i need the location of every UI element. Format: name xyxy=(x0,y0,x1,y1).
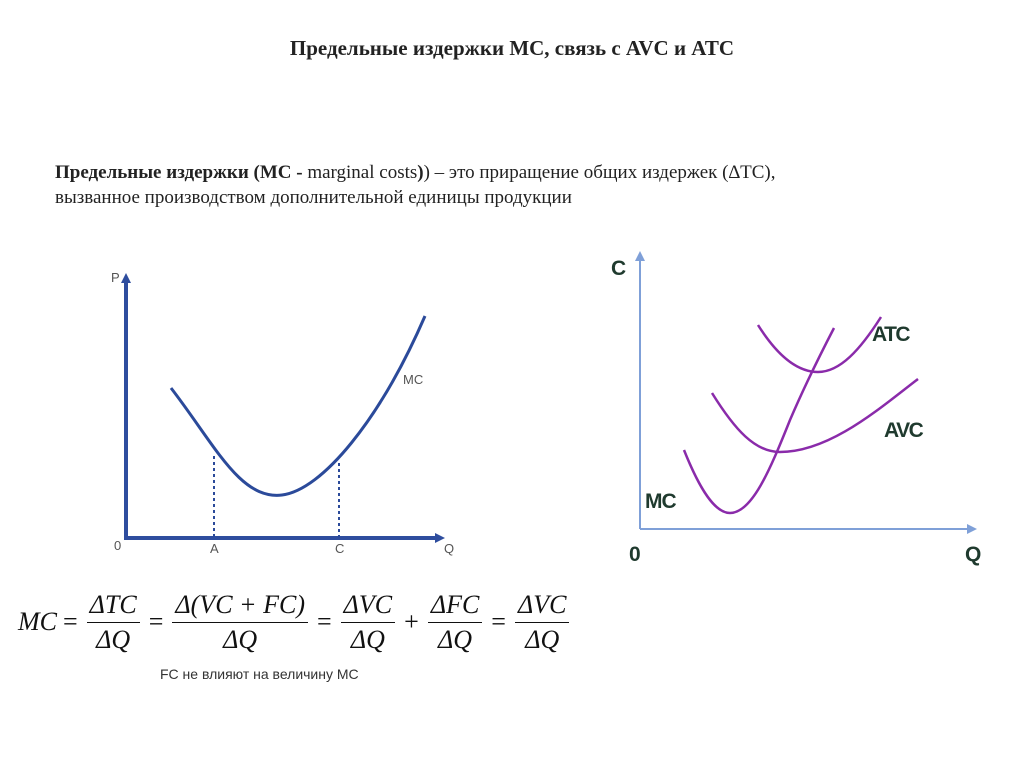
definition-paren: ) xyxy=(417,162,424,183)
definition-line2: вызванное производством дополнительной е… xyxy=(55,187,572,208)
right-graph: C Q 0 ATC AVC MC xyxy=(611,251,981,566)
avc-label: AVC xyxy=(884,419,924,442)
formula-plus: + xyxy=(404,607,419,636)
fraction-delta-vc-fc: Δ(VC + FC) ΔQ xyxy=(172,590,308,655)
definition-term-english: marginal costs xyxy=(302,162,418,183)
fraction-denominator: ΔQ xyxy=(525,624,560,654)
mc-label-right: MC xyxy=(645,490,676,513)
formula-lhs: MC xyxy=(18,607,57,636)
mc-curve-right xyxy=(682,327,836,515)
formula-equals-4: = xyxy=(491,607,506,636)
fraction-denominator: ΔQ xyxy=(223,624,258,654)
left-mc-curve xyxy=(169,315,427,497)
left-x-label: Q xyxy=(444,541,454,556)
fraction-numerator: Δ(VC + FC) xyxy=(172,590,308,623)
formula-equals-2: = xyxy=(148,607,164,636)
left-graph: P Q 0 MC A C xyxy=(111,270,454,556)
definition-line1: ) – это приращение общих издержек (∆TC), xyxy=(423,162,776,183)
right-x-label: Q xyxy=(965,543,981,566)
fraction-delta-fc: ΔFC ΔQ xyxy=(427,590,483,655)
slide-title: Предельные издержки MC, связь с AVC и AT… xyxy=(289,36,735,60)
right-origin-label: 0 xyxy=(629,543,641,566)
right-y-label: C xyxy=(611,257,626,280)
avc-curve xyxy=(710,378,919,454)
formula-equals-1: = xyxy=(63,607,78,636)
point-c-label: C xyxy=(335,541,344,556)
fraction-denominator: ΔQ xyxy=(96,624,131,654)
fraction-numerator: ΔFC xyxy=(427,590,483,623)
definition-text: Предельные издержки (MC - marginal costs… xyxy=(55,160,960,210)
fraction-delta-vc: ΔVC ΔQ xyxy=(340,590,396,655)
fraction-numerator: ΔVC xyxy=(340,590,396,623)
fraction-delta-vc-result: ΔVC ΔQ xyxy=(514,590,570,655)
left-origin-label: 0 xyxy=(114,538,121,553)
left-y-label: P xyxy=(111,270,120,285)
fc-note: FC не влияют на величину MC xyxy=(160,666,359,682)
atc-label: ATC xyxy=(872,323,910,346)
point-a-label: A xyxy=(210,541,219,556)
fraction-numerator: ΔTC xyxy=(86,590,140,623)
definition-term: Предельные издержки (MC - xyxy=(55,162,303,183)
atc-curve xyxy=(756,316,883,374)
fraction-delta-tc: ΔTC ΔQ xyxy=(86,590,140,655)
fraction-denominator: ΔQ xyxy=(438,624,473,654)
left-curve-label-mc: MC xyxy=(403,372,423,387)
fraction-denominator: ΔQ xyxy=(350,624,385,654)
formula-equals-3: = xyxy=(316,607,332,636)
fraction-numerator: ΔVC xyxy=(514,590,570,623)
mc-formula: MC = ΔTC ΔQ = Δ(VC + FC) ΔQ = ΔVC ΔQ + Δ… xyxy=(18,586,572,658)
